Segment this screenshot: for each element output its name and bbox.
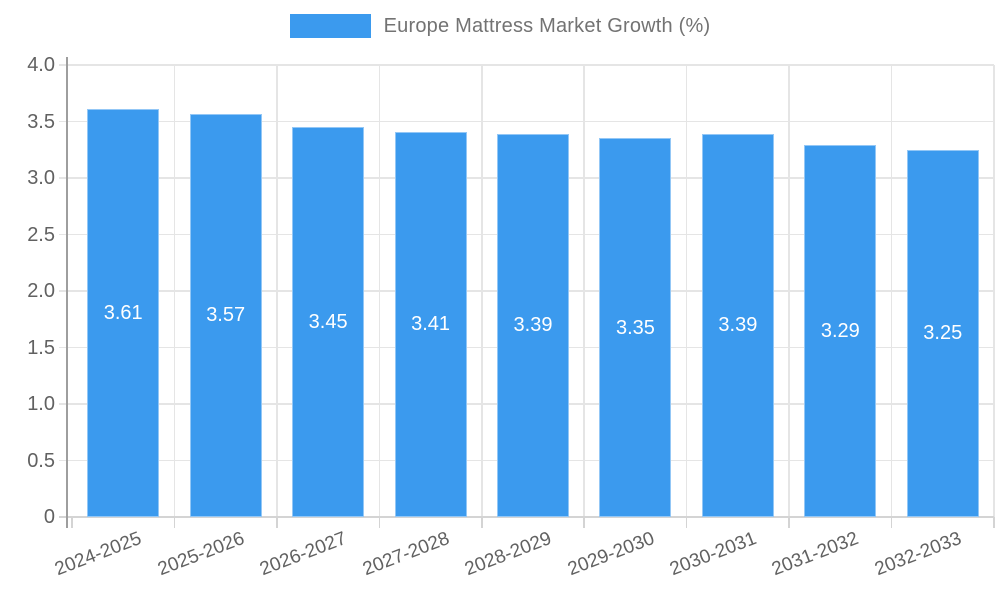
bar xyxy=(804,145,877,517)
bar-value-label: 3.35 xyxy=(615,316,655,339)
bar xyxy=(906,149,979,517)
y-gridline xyxy=(59,64,994,66)
x-axis-tick xyxy=(685,517,688,528)
y-axis-tick-label: 2.0 xyxy=(27,280,55,302)
bar-value-label: 3.39 xyxy=(513,314,553,337)
y-axis-tick-label: 3.5 xyxy=(27,110,55,133)
x-gridline xyxy=(173,65,176,517)
bar xyxy=(189,113,262,517)
y-axis-tick-label: 2.5 xyxy=(27,223,55,246)
x-axis-tick xyxy=(378,517,381,528)
bar xyxy=(292,127,365,517)
bar-value-label: 3.29 xyxy=(820,320,860,343)
x-axis-tick xyxy=(890,517,893,528)
bar xyxy=(599,138,672,517)
y-axis-tick-label: 4.0 xyxy=(27,54,55,76)
x-axis-category-label: 2024-2025 xyxy=(52,528,145,581)
x-gridline xyxy=(685,65,688,517)
y-axis-tick-label: 0.5 xyxy=(27,449,55,472)
x-gridline xyxy=(480,65,483,517)
legend-label: Europe Mattress Market Growth (%) xyxy=(383,14,711,37)
x-axis-category-label: 2025-2026 xyxy=(154,528,248,581)
x-axis-line xyxy=(59,516,994,518)
x-axis-category-label: 2028-2029 xyxy=(462,528,555,581)
x-gridline xyxy=(993,65,995,517)
x-axis-tick xyxy=(276,517,278,528)
x-gridline xyxy=(890,65,893,517)
x-gridline xyxy=(378,65,381,517)
y-axis-tick-label: 0 xyxy=(43,506,55,528)
x-axis-category-label: 2027-2028 xyxy=(359,528,453,581)
x-axis-category-label: 2031-2032 xyxy=(769,528,862,581)
bar-value-label: 3.39 xyxy=(718,314,758,337)
bar-value-label: 3.61 xyxy=(103,302,143,325)
x-axis-tick xyxy=(583,517,586,528)
x-axis-category-label: 2032-2033 xyxy=(871,528,965,581)
x-axis-tick xyxy=(993,517,995,528)
bar-value-label: 3.41 xyxy=(411,313,451,336)
bar-value-label: 3.57 xyxy=(206,304,246,327)
y-axis-line xyxy=(66,57,68,528)
x-axis-tick xyxy=(71,517,73,528)
x-axis-category-label: 2029-2030 xyxy=(564,528,657,581)
x-gridline xyxy=(788,65,790,517)
bar-value-label: 3.45 xyxy=(308,311,348,334)
x-axis-tick xyxy=(788,517,790,528)
x-gridline xyxy=(583,65,586,517)
bar xyxy=(701,133,774,517)
x-gridline xyxy=(276,65,278,517)
x-axis-category-label: 2030-2031 xyxy=(667,528,760,581)
y-axis-tick-label: 1.0 xyxy=(27,393,55,415)
bar-value-label: 3.25 xyxy=(923,322,963,345)
x-axis-tick xyxy=(480,517,483,528)
bar xyxy=(394,131,467,517)
x-axis-category-label: 2026-2027 xyxy=(257,528,350,581)
bar xyxy=(87,109,160,517)
y-axis-tick-label: 3.0 xyxy=(27,167,55,189)
y-axis-tick-label: 1.5 xyxy=(27,336,55,359)
chart-legend: Europe Mattress Market Growth (%) xyxy=(0,14,1000,38)
legend-swatch xyxy=(289,14,371,38)
x-axis-tick xyxy=(173,517,176,528)
bar xyxy=(497,133,569,517)
